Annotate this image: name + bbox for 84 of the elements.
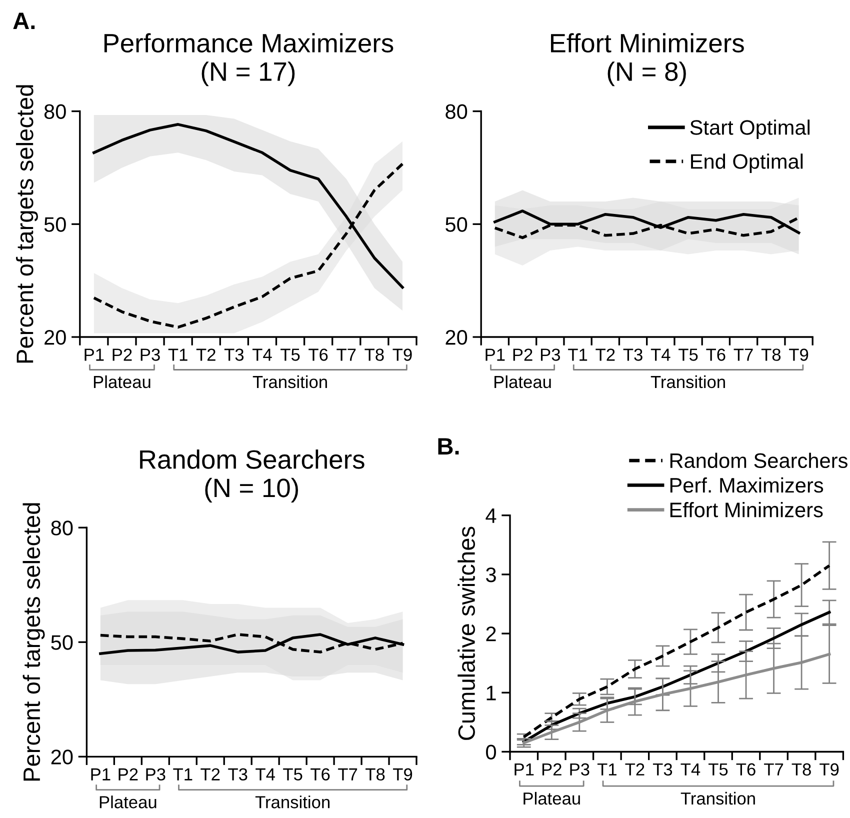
line-series: [522, 564, 831, 738]
text: Transition: [252, 375, 327, 388]
y-tick-label: 1: [486, 686, 496, 700]
x-tick-label: P1: [514, 763, 534, 776]
x-tick-label: T3: [623, 348, 642, 361]
text: Transition: [255, 796, 330, 808]
x-tick-label: T9: [393, 768, 412, 781]
x-tick-label: T8: [792, 763, 811, 776]
text: Transition: [650, 375, 725, 388]
y-tick-label: 0: [486, 744, 496, 760]
y-tick-label: 80: [446, 104, 468, 119]
y-tick-label: 50: [446, 217, 468, 232]
x-tick-label: P1: [486, 348, 505, 361]
x-tick-label: T7: [734, 348, 753, 361]
x-tick-label: T2: [596, 348, 615, 361]
y-tick-label: 50: [51, 635, 73, 650]
x-tick-label: P1: [91, 768, 110, 780]
x-tick-label: T7: [764, 763, 784, 776]
y-axis-title: Percent of targets selected: [16, 85, 38, 363]
text: Plateau: [494, 375, 551, 388]
x-tick-label: P3: [146, 768, 166, 781]
legend-label: Random Searchers: [670, 452, 848, 468]
x-tick-label: T1: [168, 348, 188, 361]
y-tick-label: 80: [51, 520, 73, 536]
legend-label: End Optimal: [691, 154, 803, 174]
y-tick-label: 20: [44, 330, 66, 345]
x-tick-label: T9: [392, 348, 412, 361]
x-tick-label: T1: [597, 763, 616, 776]
chart-title: Random Searchers (N = 10): [140, 450, 364, 503]
x-tick-label: T4: [680, 763, 700, 776]
x-tick-label: T9: [820, 763, 839, 776]
x-tick-label: T9: [789, 348, 808, 361]
x-tick-label: T2: [625, 763, 644, 776]
y-tick-label: 4: [486, 508, 496, 523]
x-tick-label: P3: [570, 763, 590, 776]
y-tick-label: 2: [486, 626, 496, 642]
x-tick-label: T3: [652, 763, 672, 776]
x-tick-label: T3: [228, 768, 248, 781]
x-tick-label: P2: [542, 763, 562, 776]
legend-label: Start Optimal: [690, 120, 810, 139]
x-tick-label: T6: [308, 348, 328, 361]
x-tick-label: T6: [706, 348, 726, 361]
y-tick-label: 80: [44, 104, 66, 119]
text: Plateau: [94, 375, 150, 388]
x-tick-label: T7: [336, 348, 356, 361]
x-tick-label: T2: [196, 348, 216, 361]
legend-label: Perf. Maximizers: [670, 477, 824, 493]
y-tick-label: 50: [44, 217, 66, 232]
chart-title: Performance Maximizers (N = 17): [104, 33, 394, 86]
x-tick-label: T5: [708, 763, 728, 776]
x-tick-label: T4: [650, 348, 670, 361]
x-tick-label: T4: [256, 768, 275, 780]
x-tick-label: T1: [568, 348, 588, 361]
text: Transition: [680, 792, 755, 805]
x-tick-label: T4: [252, 348, 272, 361]
x-tick-label: P2: [112, 348, 132, 361]
chart-title: Effort Minimizers (N = 8): [551, 33, 744, 86]
text: B.: [438, 438, 459, 454]
x-tick-label: T1: [173, 768, 192, 780]
y-tick-label: 20: [446, 330, 468, 345]
x-tick-label: T5: [280, 348, 300, 361]
x-tick-label: P3: [140, 348, 160, 361]
x-tick-label: P3: [540, 348, 560, 361]
x-tick-label: P2: [118, 768, 138, 780]
text: A.: [13, 12, 35, 30]
x-tick-label: T8: [761, 348, 781, 361]
y-tick-label: 3: [486, 567, 496, 582]
y-axis-title: Cumulative switches: [458, 526, 475, 740]
x-tick-label: P2: [513, 348, 532, 361]
y-tick-label: 20: [51, 750, 73, 764]
y-axis-title: Percent of targets selected: [22, 503, 45, 781]
x-tick-label: T6: [310, 768, 330, 781]
text: Plateau: [100, 796, 156, 808]
x-tick-label: T8: [364, 348, 384, 361]
x-tick-label: T3: [224, 348, 244, 361]
legend-label: Effort Minimizers: [670, 502, 823, 518]
x-tick-label: T7: [338, 768, 358, 780]
x-tick-label: T5: [678, 348, 698, 361]
x-tick-label: T5: [283, 768, 302, 781]
x-tick-label: T6: [736, 763, 756, 776]
x-tick-label: T8: [366, 768, 385, 781]
x-tick-label: P1: [84, 348, 104, 361]
text: Plateau: [524, 792, 580, 805]
x-tick-label: T2: [200, 768, 220, 780]
